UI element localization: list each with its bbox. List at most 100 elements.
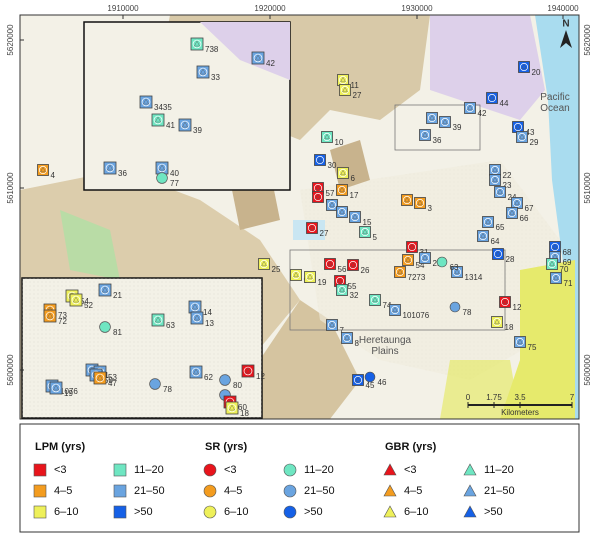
site-marker-tri [329, 321, 335, 328]
site-label: 63 [166, 321, 175, 330]
site-label: 66 [520, 214, 529, 223]
site-marker-tri [549, 260, 555, 267]
legend-label: 11–20 [134, 464, 164, 476]
site-marker-tri [229, 404, 235, 411]
site-marker-tri [553, 274, 559, 281]
site-label: 73 [58, 311, 67, 320]
x-coord-label: 1920000 [254, 4, 286, 13]
site-marker-tri [53, 384, 59, 391]
legend-label: >50 [134, 506, 153, 518]
site-marker-tri [315, 193, 321, 200]
site-marker-tri [193, 368, 199, 375]
site-label: 3435 [154, 103, 172, 112]
site-label: 15 [363, 218, 372, 227]
site-marker-tri [405, 256, 411, 263]
site-label: 29 [530, 138, 539, 147]
legend-swatch [283, 505, 297, 519]
north-label: N [562, 19, 569, 30]
site-marker-tri [339, 208, 345, 215]
site-marker-tri [509, 209, 515, 216]
site-label: 23 [503, 181, 512, 190]
y-coord-label: 5610000 [583, 172, 592, 204]
y-coord-label: 5620000 [6, 24, 15, 56]
site-label: 20 [532, 68, 541, 77]
legend-label: 6–10 [404, 506, 428, 518]
site-marker-tri [339, 286, 345, 293]
legend-swatch [203, 463, 217, 477]
legend-swatch [203, 505, 217, 519]
site-label: 19 [64, 389, 73, 398]
site-marker-tri [155, 316, 161, 323]
site-marker-tri [324, 133, 330, 140]
site-label: 44 [500, 99, 509, 108]
site-marker-tri [317, 156, 323, 163]
inset-top-shade [200, 22, 290, 80]
site-label: 8 [355, 339, 360, 348]
site-marker-tri [307, 273, 313, 280]
site-marker-tri [489, 94, 495, 101]
legend-label: 4–5 [404, 485, 422, 497]
legend-swatch [463, 505, 477, 518]
site-marker-tri [485, 218, 491, 225]
legend-swatch [383, 505, 397, 518]
legend-label: 21–50 [304, 485, 335, 497]
site-label: 57 [326, 189, 335, 198]
site-marker-tri [495, 250, 501, 257]
site-marker-tri [200, 68, 206, 75]
site-marker-tri [107, 164, 113, 171]
legend-label: <3 [404, 464, 417, 476]
site-marker-tri [497, 188, 503, 195]
legend-swatch [383, 484, 397, 497]
site-marker-tri [350, 261, 356, 268]
site-label: 47 [108, 379, 117, 388]
y-coord-label: 5610000 [6, 172, 15, 204]
site-label: 69 [563, 258, 572, 267]
legend-swatch [33, 484, 47, 498]
place-label: Heretaunga Plains [359, 335, 412, 357]
site-marker-tri [340, 169, 346, 176]
site-marker-tri [261, 260, 267, 267]
legend-swatch [283, 463, 297, 477]
site-marker-tri [552, 243, 558, 250]
site-label: 36 [118, 169, 127, 178]
site-label: 39 [193, 126, 202, 135]
site-marker-tri [467, 104, 473, 111]
site-label: 72 [58, 317, 67, 326]
site-marker-tri [515, 123, 521, 130]
legend-swatch [463, 463, 477, 476]
legend-frame [19, 423, 580, 533]
site-marker-tri [517, 338, 523, 345]
site-label: 75 [528, 343, 537, 352]
site-label: 65 [496, 223, 505, 232]
y-coord-label: 5600000 [583, 354, 592, 386]
site-marker-tri [409, 243, 415, 250]
site-label: 101076 [403, 311, 430, 320]
legend-swatch [283, 484, 297, 498]
place-label: Pacific Ocean [540, 92, 569, 114]
legend-label: <3 [224, 464, 237, 476]
site-label: 4 [51, 171, 56, 180]
site-marker-tri [392, 306, 398, 313]
site-label: 10 [335, 138, 344, 147]
site-label: 33 [211, 73, 220, 82]
site-marker [99, 321, 111, 333]
site-label: 12 [513, 303, 522, 312]
scale-tick-label: 3.5 [514, 393, 526, 402]
scale-tick-label: 0 [466, 393, 471, 402]
site-marker-tri [143, 98, 149, 105]
site-marker [149, 378, 161, 390]
site-marker [219, 374, 231, 386]
site-label: 18 [240, 409, 249, 418]
legend-label: >50 [484, 506, 503, 518]
site-marker-tri [454, 268, 460, 275]
site-marker [156, 172, 168, 184]
site-label: 7273 [408, 273, 426, 282]
legend-label: 4–5 [224, 485, 242, 497]
site-label: 738 [205, 45, 219, 54]
site-label: 55 [348, 282, 357, 291]
site-label: 36 [433, 136, 442, 145]
site-label: 63 [450, 263, 459, 272]
site-label: 28 [506, 255, 515, 264]
site-marker-tri [293, 271, 299, 278]
site-marker-tri [397, 268, 403, 275]
